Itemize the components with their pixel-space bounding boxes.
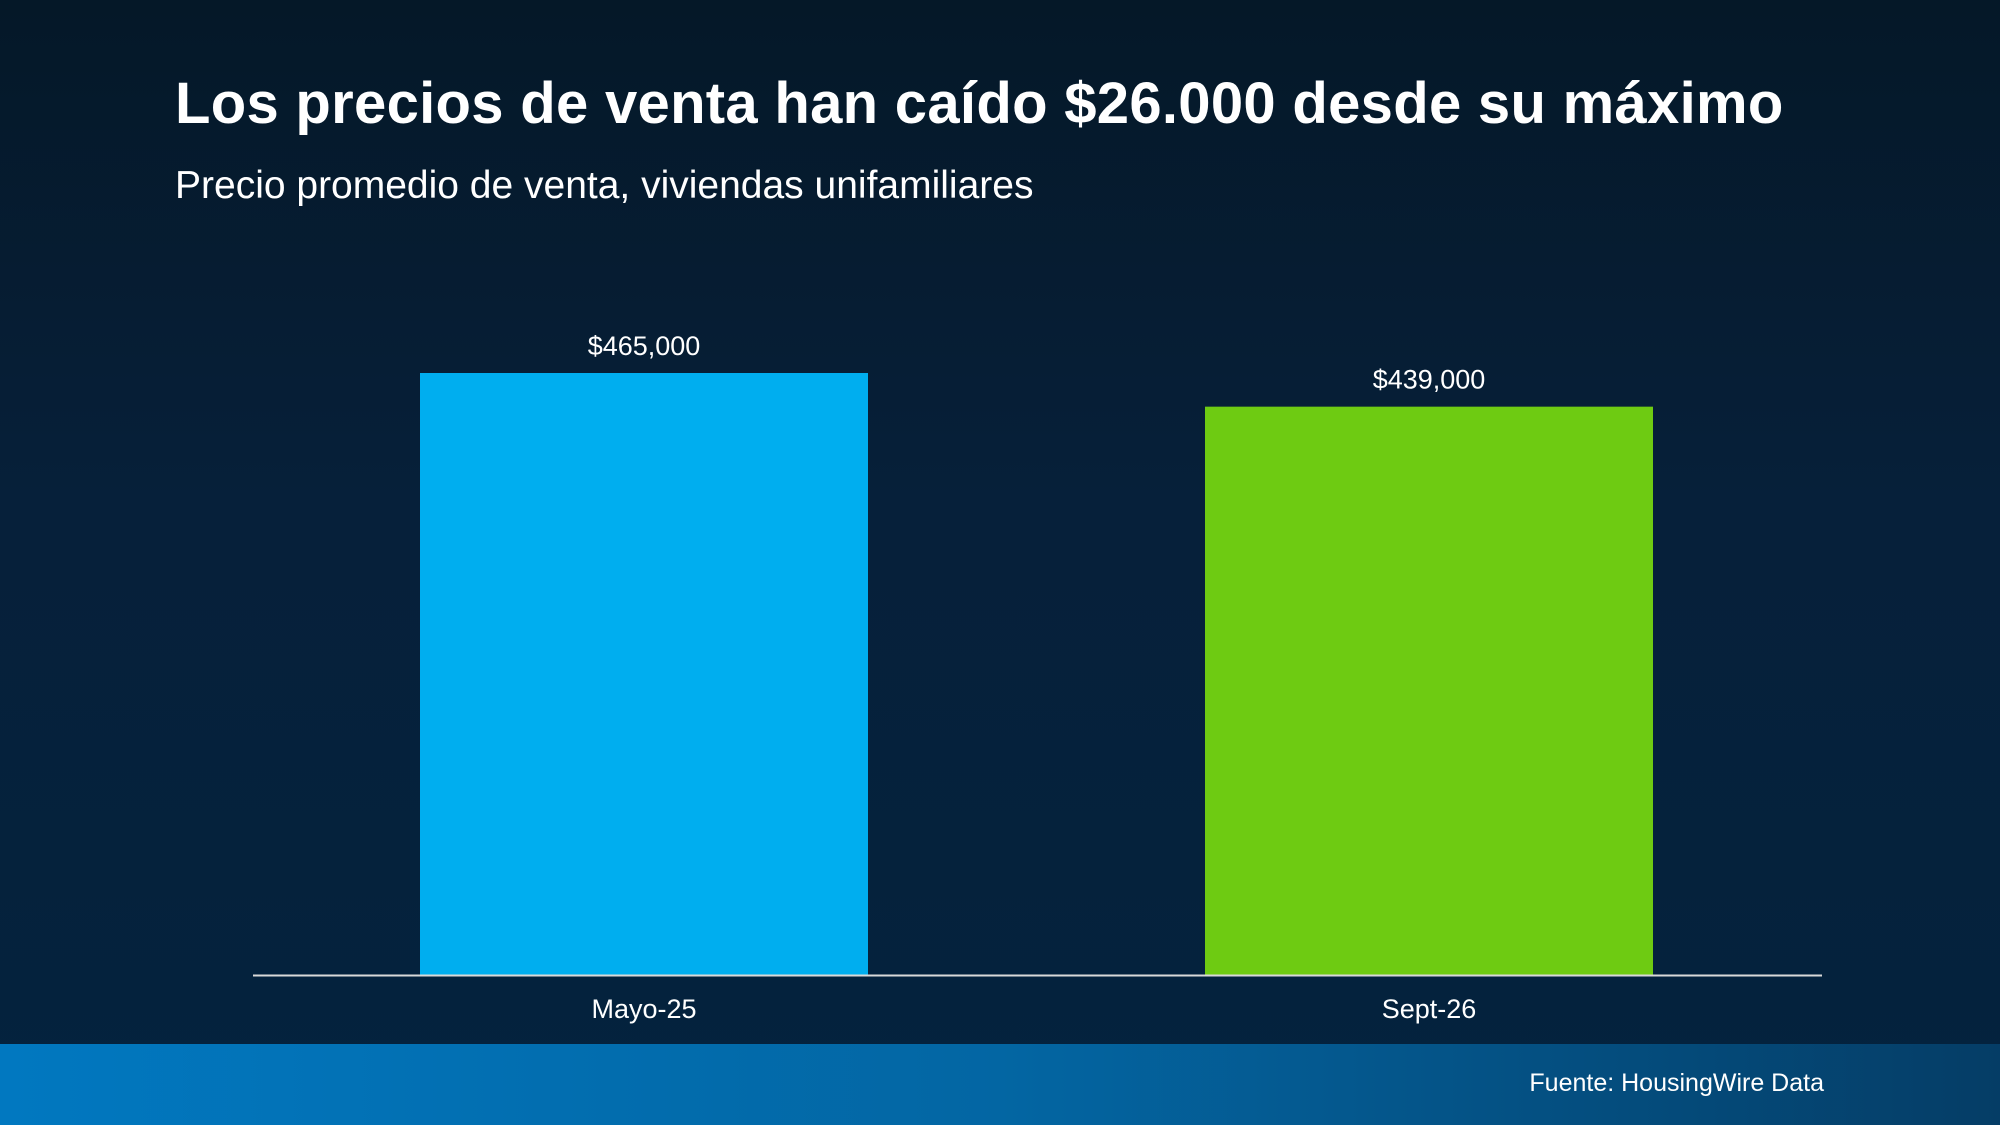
data-label: $465,000 (588, 331, 701, 361)
source-text: Fuente: HousingWire Data (1529, 1069, 1824, 1097)
bar-mayo-25 (420, 373, 868, 975)
x-tick-label: Mayo-25 (591, 994, 696, 1024)
bar-sept-26 (1205, 406, 1653, 975)
chart-title: Los precios de venta han caído $26.000 d… (175, 71, 1784, 136)
bar-chart: $465,000 Mayo-25 $439,000 Sept-26 (253, 331, 1822, 1024)
footer-bar: Fuente: HousingWire Data (0, 1044, 2000, 1125)
x-tick-label: Sept-26 (1382, 994, 1477, 1024)
chart-subtitle: Precio promedio de venta, viviendas unif… (175, 164, 1034, 207)
data-label: $439,000 (1373, 365, 1486, 395)
